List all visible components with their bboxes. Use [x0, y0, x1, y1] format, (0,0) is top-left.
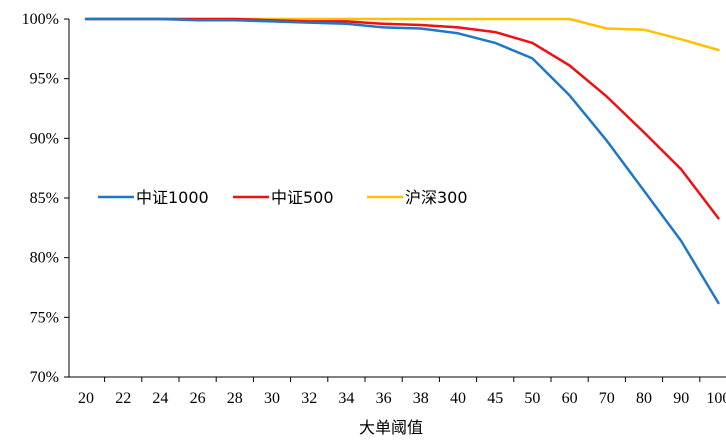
legend-label: 中证1000	[136, 188, 209, 207]
series-line-0	[84, 17, 720, 305]
x-tick-label: 22	[115, 390, 131, 407]
x-tick-label: 24	[152, 390, 168, 407]
legend-label: 沪深300	[405, 188, 468, 207]
x-tick-label: 28	[227, 390, 243, 407]
x-tick-label: 30	[264, 390, 280, 407]
x-tick-label: 90	[673, 390, 689, 407]
y-tick-label: 70%	[30, 369, 59, 386]
x-tick-label: 26	[190, 390, 206, 407]
y-axis: 70% 75% 80% 85% 90% 95% 100%	[22, 11, 70, 386]
x-tick-label: 32	[301, 390, 317, 407]
x-tick-label: 34	[338, 390, 354, 407]
x-tick-label: 36	[376, 390, 392, 407]
x-tick-label: 45	[487, 390, 503, 407]
x-tick-label: 40	[450, 390, 466, 407]
y-tick-label: 95%	[30, 71, 59, 88]
x-tick-label: 60	[562, 390, 578, 407]
x-axis: 20 22 24 26 28 30 32 34 36 38 40 45 50 60 70 80 90 100	[69, 376, 726, 407]
x-tick-label: 80	[636, 390, 652, 407]
legend: 中证1000 中证500 沪深300	[98, 188, 468, 207]
x-tick-label: 100	[706, 390, 726, 407]
y-tick-label: 80%	[30, 250, 59, 267]
y-tick-label: 100%	[22, 11, 59, 28]
x-tick-label: 50	[524, 390, 540, 407]
x-axis-title: 大单阈值	[359, 418, 423, 437]
y-tick-label: 75%	[30, 309, 59, 326]
y-tick-label: 85%	[30, 190, 59, 207]
series-layer	[84, 17, 720, 305]
legend-label: 中证500	[271, 188, 334, 207]
y-tick-label: 90%	[30, 130, 59, 147]
x-tick-label: 20	[78, 390, 94, 407]
x-tick-label: 70	[599, 390, 615, 407]
x-tick-label: 38	[413, 390, 429, 407]
